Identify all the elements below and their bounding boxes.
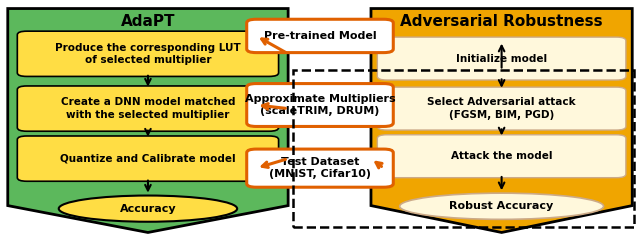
Text: AdaPT: AdaPT xyxy=(121,14,175,29)
FancyBboxPatch shape xyxy=(17,136,278,181)
FancyBboxPatch shape xyxy=(17,31,278,76)
Text: Accuracy: Accuracy xyxy=(120,204,176,214)
Ellipse shape xyxy=(59,195,237,222)
FancyBboxPatch shape xyxy=(378,87,626,130)
Text: Robust Accuracy: Robust Accuracy xyxy=(449,201,554,211)
Text: Select Adversarial attack
(FGSM, BIM, PGD): Select Adversarial attack (FGSM, BIM, PG… xyxy=(428,97,576,120)
FancyBboxPatch shape xyxy=(246,149,394,187)
Text: Initialize model: Initialize model xyxy=(456,54,547,64)
Text: Pre-trained Model: Pre-trained Model xyxy=(264,31,376,41)
Text: Create a DNN model matched
with the selected multiplier: Create a DNN model matched with the sele… xyxy=(61,97,236,120)
Polygon shape xyxy=(371,8,632,233)
Text: Produce the corresponding LUT
of selected multiplier: Produce the corresponding LUT of selecte… xyxy=(55,43,241,65)
FancyBboxPatch shape xyxy=(17,86,278,131)
FancyBboxPatch shape xyxy=(246,84,394,127)
Text: Adversarial Robustness: Adversarial Robustness xyxy=(400,14,603,29)
FancyBboxPatch shape xyxy=(378,37,626,80)
Text: Test Dataset
(MNIST, Cifar10): Test Dataset (MNIST, Cifar10) xyxy=(269,157,371,179)
FancyBboxPatch shape xyxy=(246,19,394,53)
FancyBboxPatch shape xyxy=(378,135,626,178)
Polygon shape xyxy=(8,8,288,233)
Text: Attack the model: Attack the model xyxy=(451,151,552,161)
Text: Approximate Multipliers
(scaleTRIM, DRUM): Approximate Multipliers (scaleTRIM, DRUM… xyxy=(244,94,396,116)
Text: Quantize and Calibrate model: Quantize and Calibrate model xyxy=(60,154,236,164)
Ellipse shape xyxy=(399,193,604,219)
